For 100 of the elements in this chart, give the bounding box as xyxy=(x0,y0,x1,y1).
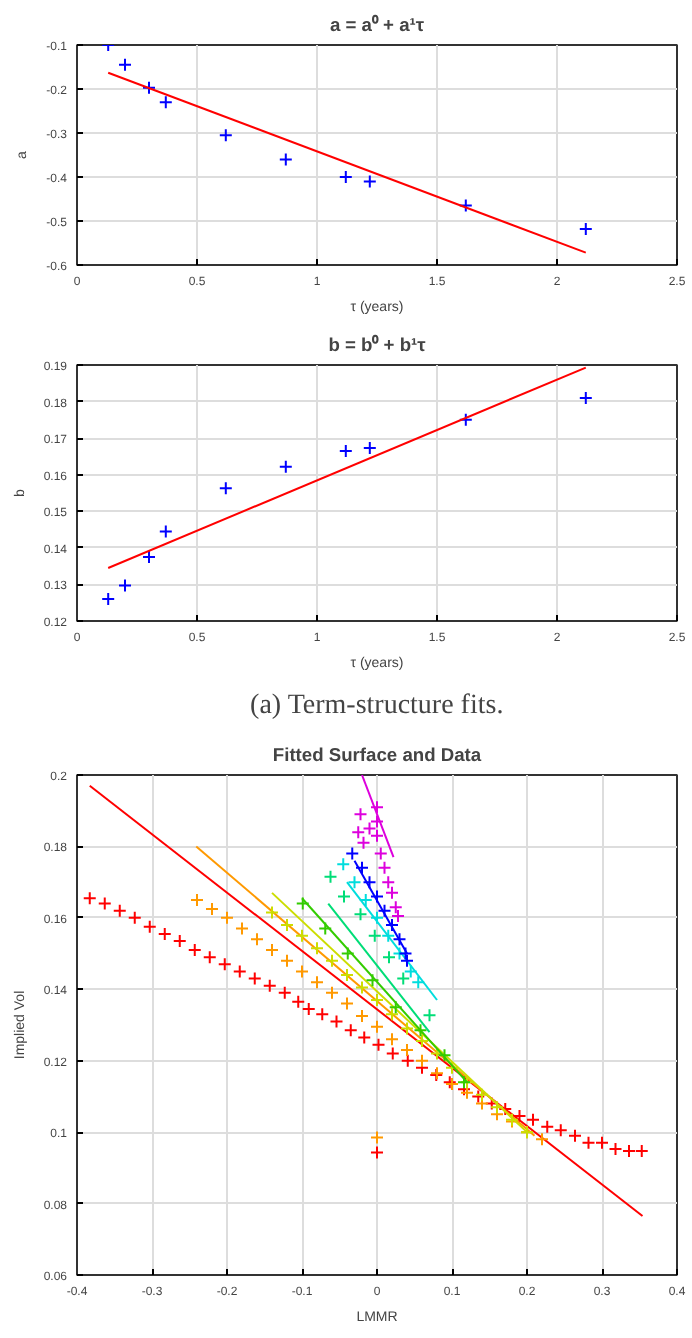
point xyxy=(362,174,377,189)
point xyxy=(220,910,234,925)
point xyxy=(127,910,142,925)
point xyxy=(325,985,339,1000)
point xyxy=(392,946,407,961)
point xyxy=(310,941,324,956)
point xyxy=(338,170,353,184)
point xyxy=(400,1021,414,1036)
point xyxy=(340,946,355,961)
point xyxy=(232,964,247,979)
point xyxy=(295,928,309,943)
point xyxy=(535,1132,549,1147)
point xyxy=(437,1048,452,1063)
point xyxy=(325,953,339,968)
text: (a) Term-structure fits. xyxy=(250,691,504,721)
point xyxy=(265,905,279,920)
point xyxy=(142,80,156,95)
point xyxy=(388,900,403,915)
point xyxy=(323,869,338,884)
point xyxy=(362,875,377,890)
point xyxy=(142,550,156,564)
point xyxy=(382,950,396,965)
point xyxy=(118,57,132,72)
point xyxy=(340,996,354,1011)
point xyxy=(370,993,384,1007)
point xyxy=(362,441,377,456)
point xyxy=(385,918,399,932)
point xyxy=(280,918,294,932)
point xyxy=(370,889,384,904)
point xyxy=(329,1014,344,1029)
point xyxy=(411,975,426,990)
point xyxy=(355,980,369,995)
point xyxy=(218,128,233,143)
point xyxy=(403,964,418,979)
point xyxy=(217,957,232,972)
point xyxy=(336,857,351,872)
point xyxy=(142,919,157,934)
point xyxy=(622,1144,636,1159)
point xyxy=(371,1037,386,1052)
point xyxy=(277,985,292,1000)
point xyxy=(370,814,384,829)
point xyxy=(301,1001,316,1016)
point xyxy=(568,1128,582,1143)
point xyxy=(218,481,233,496)
point xyxy=(118,578,132,593)
point xyxy=(458,412,473,427)
point xyxy=(392,932,407,947)
point xyxy=(291,994,306,1009)
point xyxy=(400,1053,415,1068)
point xyxy=(367,928,382,943)
point xyxy=(540,1119,555,1134)
point xyxy=(381,875,396,890)
point xyxy=(370,828,384,843)
chart-title: Fitted Surface and Data xyxy=(272,745,483,765)
point xyxy=(353,907,368,922)
point xyxy=(112,903,127,918)
point xyxy=(415,1034,429,1049)
point xyxy=(512,1109,527,1124)
point xyxy=(422,1008,437,1023)
point xyxy=(265,943,279,957)
point xyxy=(101,592,116,607)
point xyxy=(415,1053,429,1068)
chart-title: b = b⁰ + b¹τ xyxy=(328,333,428,355)
point xyxy=(388,1000,403,1015)
point xyxy=(578,390,593,405)
point xyxy=(385,885,399,900)
point xyxy=(370,910,384,925)
point xyxy=(381,928,396,943)
point xyxy=(190,893,204,907)
point xyxy=(295,896,310,911)
point xyxy=(202,950,217,965)
point xyxy=(158,95,173,110)
point xyxy=(370,800,384,815)
point xyxy=(353,807,368,822)
point xyxy=(250,932,264,947)
point xyxy=(356,835,371,850)
point xyxy=(370,1019,384,1034)
point xyxy=(377,860,392,875)
point xyxy=(347,875,362,890)
point xyxy=(498,1101,513,1116)
chart-title: a = a⁰ + a¹τ xyxy=(329,13,426,35)
point xyxy=(278,459,293,474)
point xyxy=(235,921,249,936)
point xyxy=(400,1043,414,1057)
point xyxy=(581,1135,596,1150)
point xyxy=(391,909,405,924)
point xyxy=(355,1009,369,1024)
point xyxy=(97,896,112,911)
point xyxy=(338,443,353,458)
point xyxy=(365,973,380,988)
point xyxy=(358,893,373,907)
point xyxy=(355,860,369,875)
point xyxy=(310,975,324,990)
point xyxy=(157,926,172,941)
point xyxy=(578,221,593,236)
point xyxy=(337,889,351,904)
point xyxy=(315,1007,330,1022)
point xyxy=(526,1112,540,1127)
point xyxy=(385,1007,399,1022)
point xyxy=(608,1141,623,1156)
